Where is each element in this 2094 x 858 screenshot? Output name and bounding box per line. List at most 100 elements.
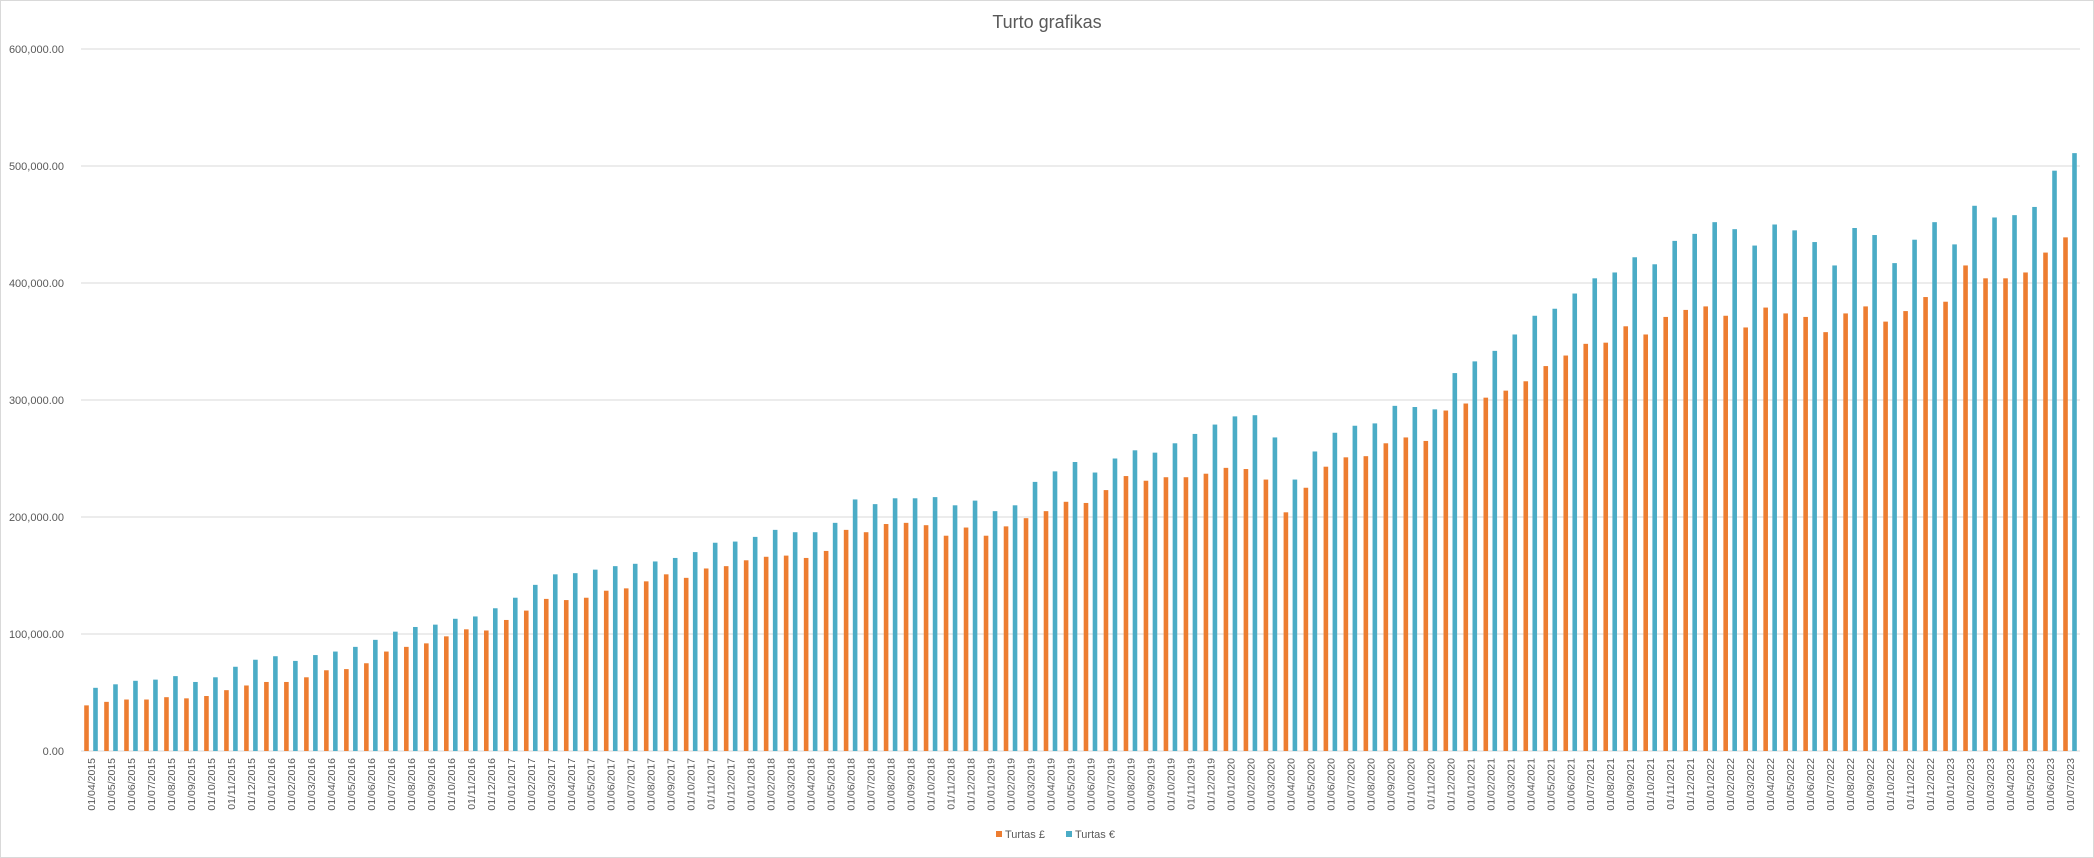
x-tick-label: 01/12/2021 — [1685, 758, 1697, 811]
bar-turtas-eur — [2012, 215, 2017, 751]
bar-turtas-eur — [632, 563, 638, 751]
bar-turtas-eur — [393, 631, 398, 751]
y-tick-label: 600,000.00 — [9, 44, 64, 56]
bar-turtas-gbp — [1703, 306, 1708, 751]
bar-turtas-eur — [273, 656, 278, 751]
bar-turtas-eur — [1572, 293, 1578, 751]
bar-turtas-gbp — [1763, 307, 1768, 751]
bar-turtas-eur — [1632, 257, 1638, 751]
bar-turtas-eur — [133, 680, 138, 751]
bar-turtas-gbp — [1003, 526, 1009, 751]
x-tick-label: 01/07/2016 — [386, 758, 398, 811]
x-tick-label: 01/06/2015 — [126, 758, 138, 811]
bar-turtas-gbp — [1123, 476, 1129, 751]
x-tick-label: 01/10/2019 — [1165, 758, 1177, 811]
bar-turtas-eur — [912, 498, 918, 751]
x-tick-label: 01/04/2016 — [326, 758, 338, 811]
bar-turtas-eur — [1752, 245, 1757, 751]
bar-turtas-gbp — [1863, 306, 1868, 751]
bar-turtas-eur — [492, 608, 498, 751]
bar-turtas-gbp — [483, 630, 489, 751]
bar-turtas-eur — [1612, 272, 1618, 751]
y-tick-label: 100,000.00 — [9, 629, 64, 641]
x-tick-label: 01/06/2018 — [846, 758, 858, 811]
x-tick-label: 01/04/2018 — [806, 758, 818, 811]
bar-turtas-gbp — [1803, 316, 1808, 751]
bar-turtas-eur — [992, 511, 998, 751]
x-tick-label: 01/10/2020 — [1405, 758, 1417, 811]
bar-turtas-eur — [812, 532, 818, 751]
x-tick-label: 01/06/2023 — [2045, 758, 2057, 811]
bar-turtas-eur — [972, 500, 978, 751]
x-tick-label: 01/05/2016 — [346, 758, 358, 811]
bar-turtas-eur — [1492, 350, 1498, 751]
x-tick-label: 01/12/2015 — [246, 758, 258, 811]
bar-turtas-eur — [652, 561, 658, 751]
bar-turtas-gbp — [1583, 343, 1589, 751]
x-tick-label: 01/01/2018 — [746, 758, 758, 811]
bar-turtas-gbp — [523, 610, 529, 751]
x-tick-label: 01/03/2023 — [1985, 758, 1997, 811]
x-tick-label: 01/07/2017 — [626, 758, 638, 811]
bar-turtas-eur — [1152, 452, 1158, 751]
x-tick-label: 01/11/2016 — [466, 758, 478, 810]
x-tick-label: 01/11/2021 — [1665, 758, 1677, 810]
bar-turtas-eur — [772, 529, 778, 751]
x-tick-label: 01/01/2017 — [506, 758, 518, 811]
bar-turtas-gbp — [1043, 511, 1049, 751]
bar-turtas-gbp — [563, 600, 569, 751]
bar-turtas-eur — [213, 677, 218, 751]
bar-turtas-gbp — [1363, 456, 1369, 751]
x-tick-label: 01/05/2015 — [106, 758, 118, 811]
x-tick-label: 01/07/2021 — [1585, 758, 1597, 811]
bar-turtas-eur — [1892, 263, 1897, 751]
bar-turtas-gbp — [1063, 501, 1069, 751]
bar-turtas-eur — [1912, 239, 1917, 751]
x-tick-label: 01/06/2016 — [366, 758, 378, 811]
y-tick-label: 400,000.00 — [9, 278, 64, 290]
bar-turtas-eur — [932, 497, 938, 751]
bar-turtas-gbp — [2003, 278, 2008, 751]
bar-turtas-gbp — [124, 699, 129, 751]
bar-turtas-eur — [1932, 222, 1937, 751]
bar-turtas-gbp — [1903, 311, 1908, 751]
bar-turtas-eur — [1432, 409, 1438, 751]
bar-turtas-eur — [612, 566, 618, 751]
bar-turtas-eur — [692, 552, 698, 751]
bar-turtas-eur — [1692, 233, 1697, 752]
bar-turtas-gbp — [1283, 512, 1289, 751]
x-tick-label: 01/10/2015 — [206, 758, 218, 811]
bar-turtas-gbp — [204, 696, 209, 751]
bar-turtas-eur — [792, 532, 798, 751]
bar-turtas-gbp — [464, 629, 469, 751]
x-tick-label: 01/11/2015 — [226, 758, 238, 810]
bar-turtas-eur — [353, 646, 358, 751]
bar-turtas-gbp — [1163, 477, 1169, 751]
x-tick-label: 01/05/2021 — [1545, 758, 1557, 811]
bar-turtas-eur — [1772, 224, 1777, 751]
bar-turtas-gbp — [1643, 334, 1649, 751]
bar-turtas-gbp — [883, 524, 889, 751]
bar-turtas-gbp — [1303, 487, 1309, 751]
bar-turtas-eur — [1272, 437, 1278, 751]
y-tick-label: 0.00 — [43, 746, 64, 758]
x-tick-label: 01/09/2015 — [186, 758, 198, 811]
bar-turtas-eur — [672, 557, 678, 751]
bar-turtas-eur — [1592, 278, 1598, 751]
bar-turtas-gbp — [543, 598, 549, 751]
bar-turtas-gbp — [184, 698, 189, 751]
x-tick-label: 01/02/2017 — [526, 758, 538, 811]
x-tick-label: 01/02/2020 — [1245, 758, 1257, 811]
x-tick-label: 01/02/2023 — [1965, 758, 1977, 811]
bar-turtas-gbp — [1463, 403, 1469, 751]
bar-turtas-eur — [732, 541, 738, 751]
x-tick-label: 01/04/2021 — [1525, 758, 1537, 811]
bar-turtas-eur — [1672, 240, 1677, 751]
bar-turtas-gbp — [1403, 437, 1409, 751]
bar-turtas-eur — [1532, 315, 1538, 751]
x-tick-label: 01/03/2022 — [1745, 758, 1757, 811]
bar-turtas-gbp — [304, 677, 309, 751]
bar-turtas-eur — [193, 681, 198, 751]
x-tick-label: 01/08/2021 — [1605, 758, 1617, 811]
x-tick-label: 01/05/2018 — [826, 758, 838, 811]
